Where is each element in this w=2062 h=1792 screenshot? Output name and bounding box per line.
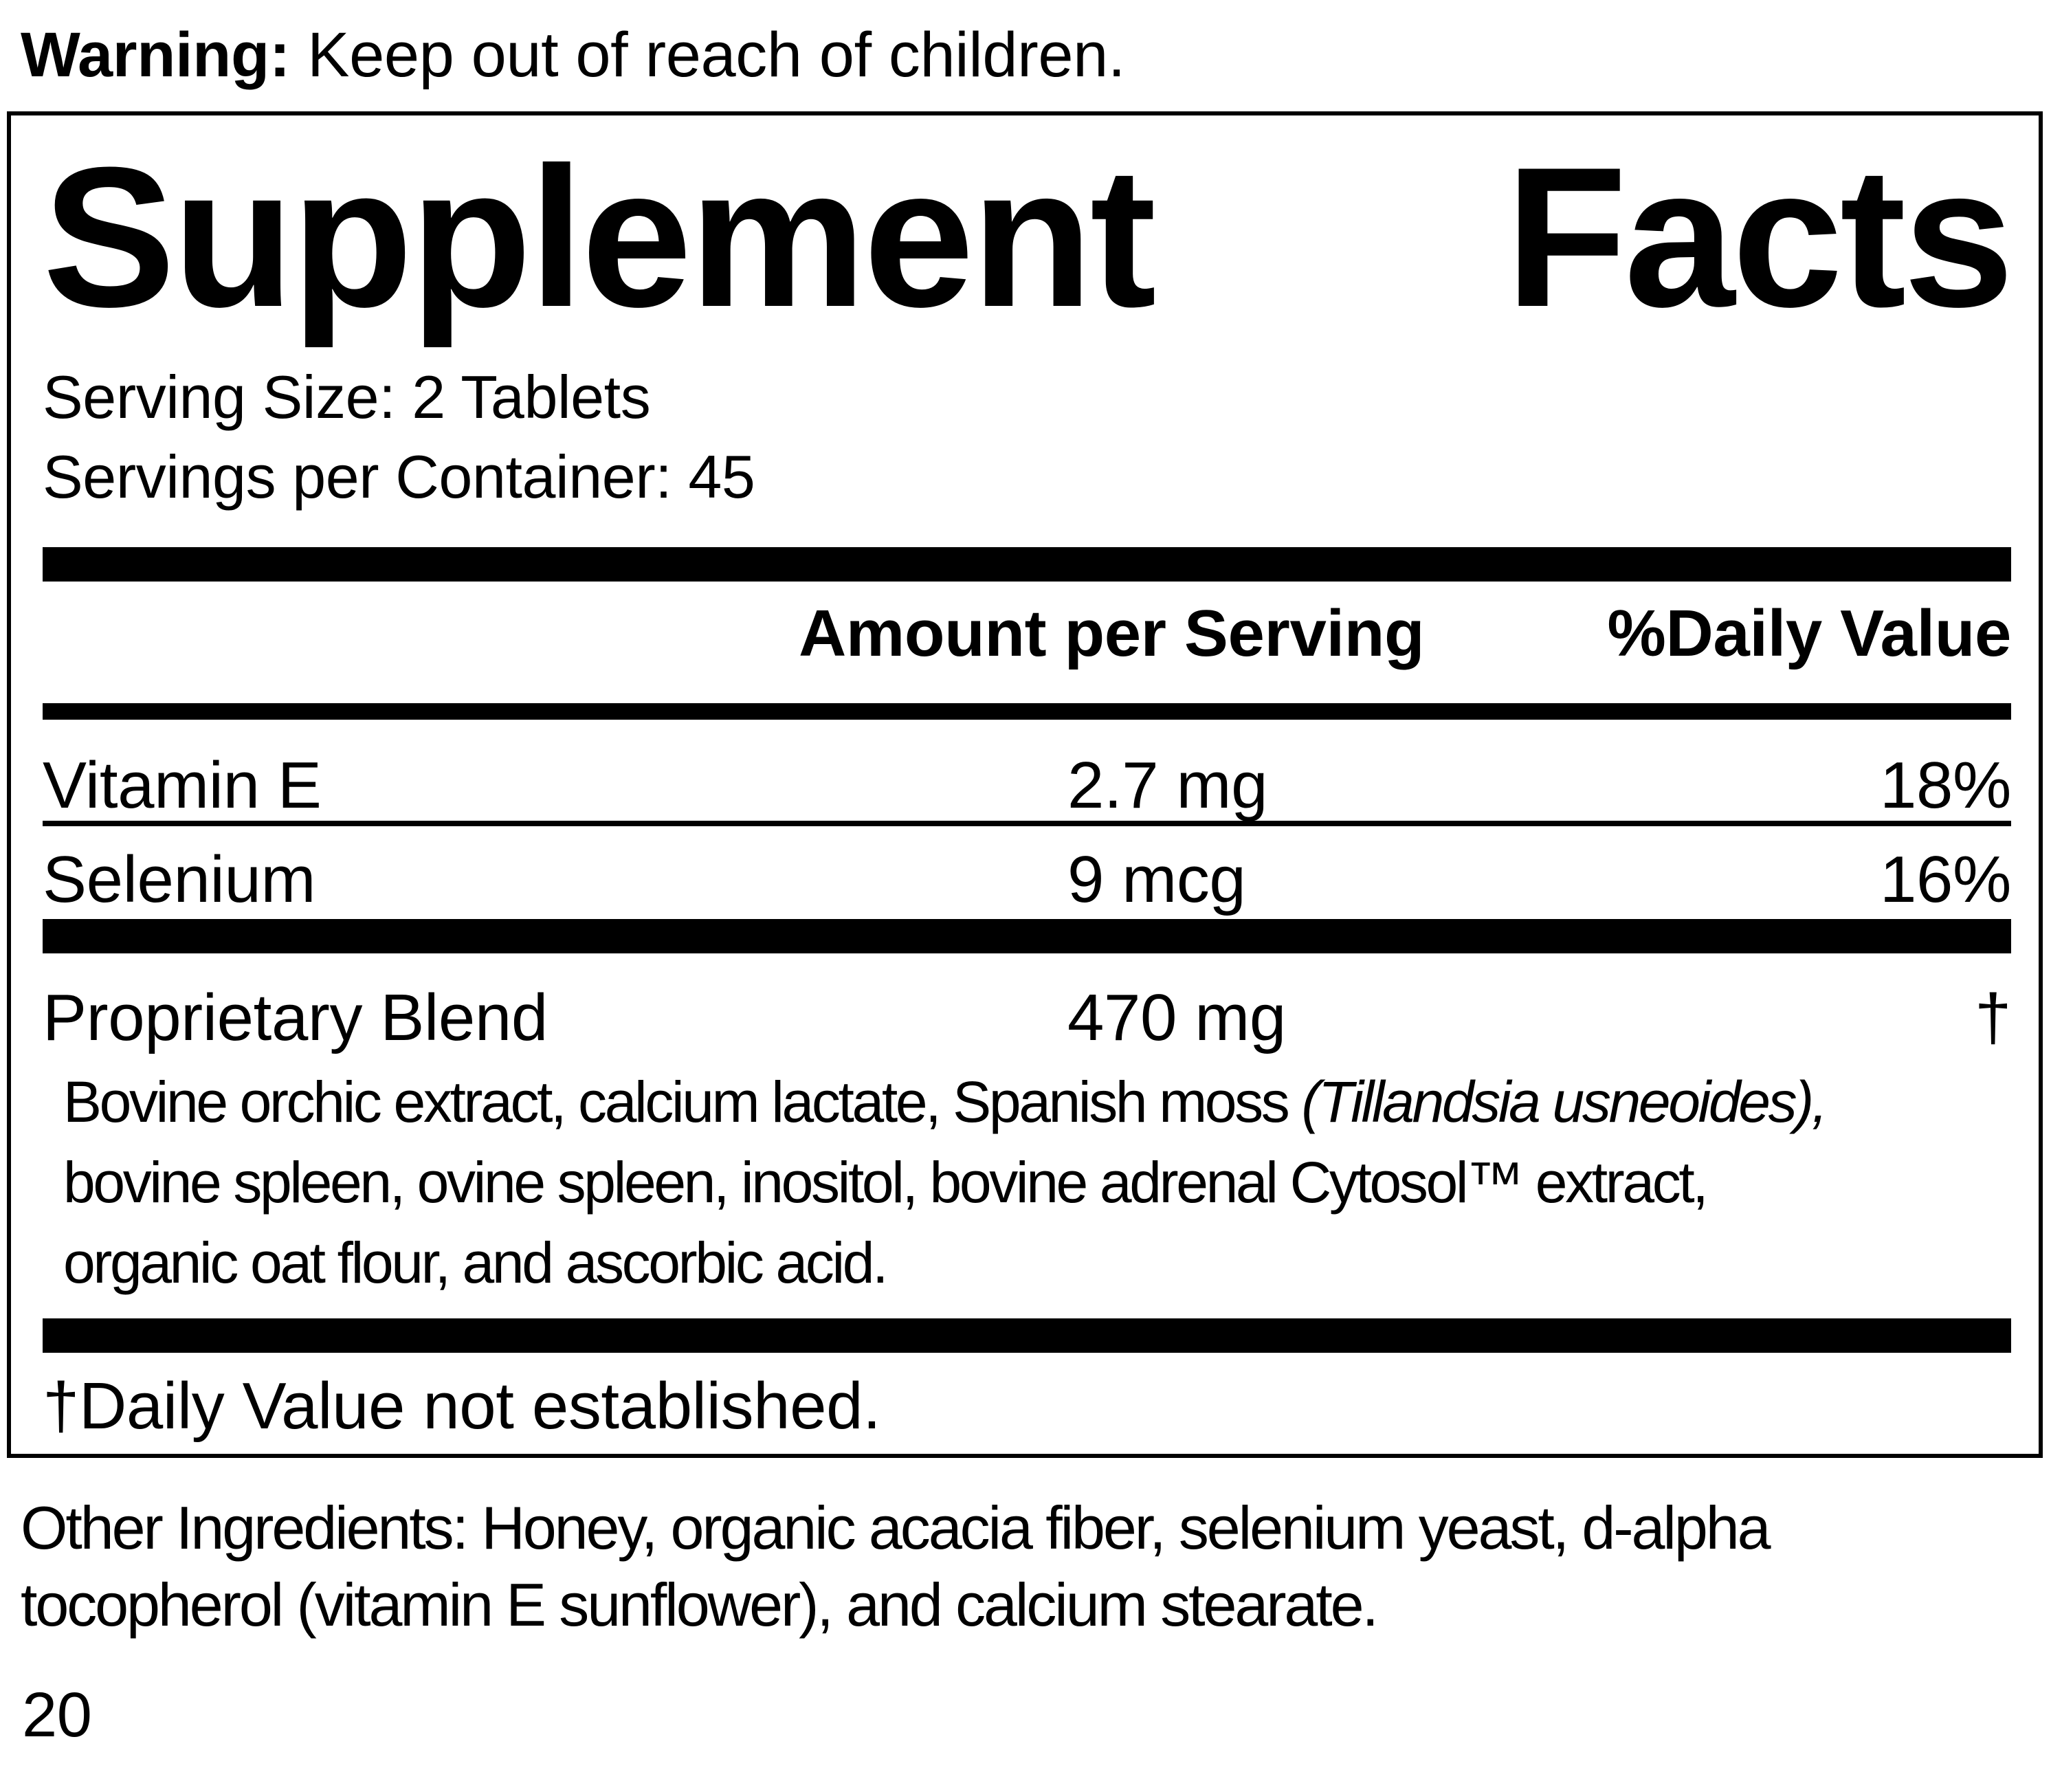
- serving-info: Serving Size: 2 Tablets Servings per Con…: [43, 357, 2011, 517]
- blend-description-line3: organic oat flour, and ascorbic acid.: [63, 1230, 888, 1296]
- serving-size: Serving Size: 2 Tablets: [43, 362, 651, 431]
- nutrient-daily-value: 16%: [1880, 842, 2011, 916]
- divider-thick-mid: [43, 918, 2011, 953]
- nutrient-row-selenium: Selenium 9 mcg 16%: [43, 826, 2011, 915]
- warning-text: Keep out of reach of children.: [289, 20, 1126, 90]
- nutrient-name: Selenium: [43, 842, 316, 916]
- title-word-supplement: Supplement: [43, 125, 1156, 349]
- other-ingredients: Other Ingredients: Honey, organic acacia…: [21, 1490, 2062, 1644]
- divider-thin: [43, 820, 2011, 826]
- supplement-facts-panel: Supplement Facts Serving Size: 2 Tablets…: [7, 111, 2043, 1459]
- nutrient-amount: 9 mcg: [1067, 842, 1246, 916]
- amount-per-serving-header: Amount per Serving: [799, 597, 1425, 671]
- other-ingredients-line2: tocopherol (vitamin E sunflower), and ca…: [21, 1571, 1379, 1639]
- other-ingredients-line1: Other Ingredients: Honey, organic acacia…: [21, 1494, 1771, 1562]
- proprietary-blend-row: Proprietary Blend 470 mg †: [43, 953, 2011, 1053]
- nutrient-daily-value: 18%: [1880, 748, 2011, 822]
- proprietary-blend-description: Bovine orchic extract, calcium lactate, …: [43, 1062, 2011, 1303]
- nutrient-amount: 2.7 mg: [1067, 748, 1268, 822]
- blend-description-line1: Bovine orchic extract, calcium lactate, …: [63, 1062, 2011, 1142]
- blend-description-line1-regular: Bovine orchic extract, calcium lactate, …: [63, 1070, 1302, 1135]
- panel-title: Supplement Facts: [43, 125, 2014, 349]
- warning-label: Warning:: [21, 20, 290, 90]
- nutrient-name: Vitamin E: [43, 748, 322, 822]
- daily-value-header: %Daily Value: [1607, 597, 2011, 671]
- warning-line: Warning: Keep out of reach of children.: [0, 0, 2062, 92]
- blend-description-latin-name: (Tillandsia usneoides),: [1301, 1070, 1828, 1135]
- daily-value-footnote: †Daily Value not established.: [43, 1369, 881, 1443]
- blend-description-line2: bovine spleen, ovine spleen, inositol, b…: [63, 1150, 1709, 1215]
- divider-thick-bottom: [43, 1318, 2011, 1353]
- divider-medium: [43, 703, 2011, 720]
- table-header-row: Amount per Serving %Daily Value: [43, 599, 2011, 669]
- blend-amount: 470 mg: [1067, 980, 1286, 1054]
- divider-thick-top: [43, 547, 2011, 582]
- blend-daily-value-dagger: †: [1975, 980, 2011, 1054]
- servings-per-container: Servings per Container: 45: [43, 442, 755, 511]
- blend-name: Proprietary Blend: [43, 980, 548, 1054]
- title-word-facts: Facts: [1505, 125, 2014, 349]
- nutrient-row-vitamin-e: Vitamin E 2.7 mg 18%: [43, 720, 2011, 821]
- page-number: 20: [22, 1680, 92, 1751]
